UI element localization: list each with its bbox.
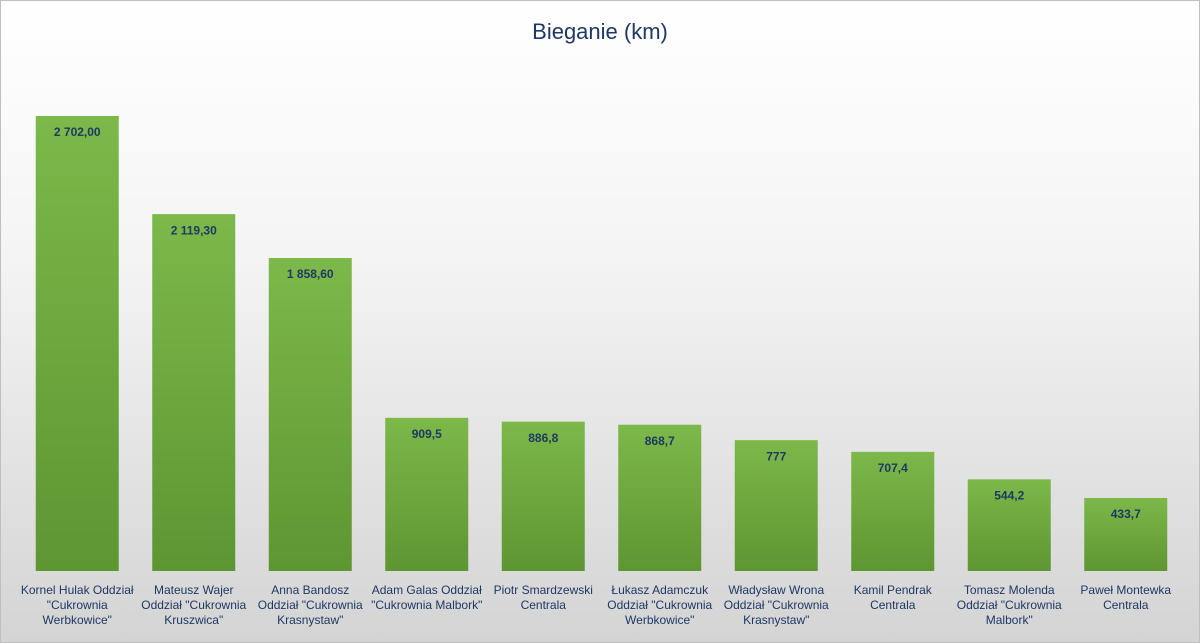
bar (385, 417, 469, 571)
x-tick-label: Kornel Hulak Oddział "Cukrownia Werbkowi… (20, 583, 134, 627)
x-tick-label: Piotr Smardzewski Centrala (493, 583, 593, 612)
value-label: 707,4 (878, 461, 908, 475)
bar (268, 258, 352, 571)
value-label: 2 119,30 (171, 223, 217, 237)
x-tick-label: Anna Bandosz Oddział "Cukrownia Krasnyst… (257, 583, 363, 627)
bar (967, 479, 1051, 571)
value-label: 909,5 (412, 427, 442, 441)
x-tick-label: Adam Galas Oddział "Cukrownia Malbork" (371, 583, 483, 612)
bar (851, 451, 935, 571)
x-tick-label: Mateusz Wajer Oddział "Cukrownia Kruszwi… (141, 583, 247, 627)
value-label: 868,7 (645, 434, 675, 448)
bar (501, 421, 585, 571)
bar (618, 424, 702, 571)
x-tick-label: Tomasz Molenda Oddział "Cukrownia Malbor… (956, 583, 1062, 627)
chart-title: Bieganie (km) (532, 19, 668, 44)
bar (734, 440, 818, 571)
x-tick-label: Łukasz Adamczuk Oddział "Cukrownia Werbk… (607, 583, 713, 627)
value-label: 777 (766, 449, 786, 463)
bar (152, 214, 236, 572)
value-label: 886,8 (528, 431, 558, 445)
bar (35, 116, 119, 571)
x-tick-label: Paweł Montewka Centrala (1080, 583, 1172, 612)
bar (1084, 497, 1168, 571)
x-tick-label: Kamil Pendrak Centrala (853, 583, 932, 612)
value-label: 2 702,00 (54, 125, 101, 139)
value-label: 1 858,60 (287, 267, 334, 281)
x-tick-label: Władysław Wrona Oddział "Cukrownia Krasn… (723, 583, 829, 627)
value-label: 433,7 (1111, 507, 1141, 521)
value-label: 544,2 (994, 489, 1024, 503)
